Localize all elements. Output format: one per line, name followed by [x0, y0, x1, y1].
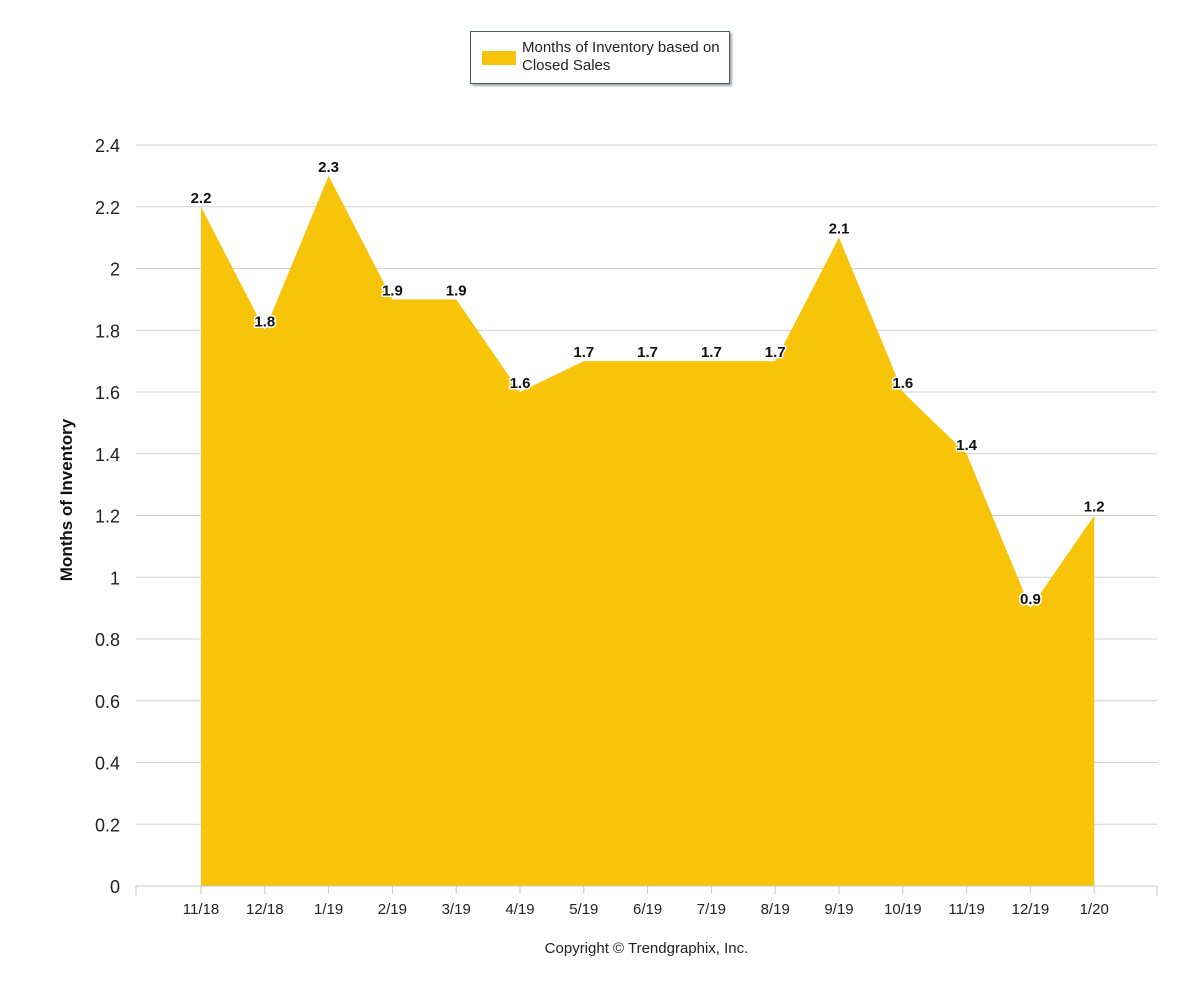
- data-label: 1.7: [765, 344, 786, 361]
- area-series-fill: [201, 175, 1095, 886]
- x-tick-label: 8/19: [761, 901, 790, 918]
- x-tick-label: 3/19: [442, 901, 471, 918]
- y-tick-label: 1.2: [95, 507, 120, 527]
- data-label: 2.1: [829, 221, 850, 238]
- y-tick-label: 0.4: [95, 754, 120, 774]
- x-tick-label: 12/19: [1012, 901, 1050, 918]
- x-tick-label: 2/19: [378, 901, 407, 918]
- y-tick-label: 2: [110, 260, 120, 280]
- x-tick-label: 7/19: [697, 901, 726, 918]
- x-tick-label: 6/19: [633, 901, 662, 918]
- x-axis: [135, 885, 1158, 896]
- legend-label: Months of Inventory based on Closed Sale…: [522, 39, 720, 74]
- data-label: 1.8: [254, 313, 275, 330]
- y-tick-label: 0.8: [95, 630, 120, 650]
- data-label: 1.4: [956, 437, 978, 454]
- data-label: 1.6: [510, 375, 531, 392]
- y-tick-label: 1: [110, 568, 120, 588]
- x-tick-label: 4/19: [505, 901, 534, 918]
- data-label: 1.9: [446, 282, 467, 299]
- copyright-text: Copyright © Trendgraphix, Inc.: [544, 940, 749, 957]
- data-label: 2.2: [191, 190, 212, 207]
- y-tick-label: 0: [110, 877, 120, 897]
- y-tick-label: 0.6: [95, 692, 120, 712]
- y-axis-title: Months of Inventory: [57, 418, 76, 582]
- y-tick-label: 1.4: [95, 445, 120, 465]
- y-tick-label: 2.4: [95, 136, 120, 156]
- data-label: 1.7: [573, 344, 594, 361]
- legend-swatch: [482, 51, 516, 65]
- data-labels: 2.2 1.8 2.3 1.9 1.9 1.6 1.7 1.7 1.7 1.7 2.1 1.6 1.4 0…: [189, 157, 1106, 609]
- legend: Months of Inventory based on Closed Sale…: [470, 31, 730, 84]
- x-tick-label: 9/19: [824, 901, 853, 918]
- data-label: 1.7: [637, 344, 658, 361]
- y-tick-label: 0.2: [95, 815, 120, 835]
- data-label: 1.2: [1084, 499, 1105, 516]
- x-tick-label: 1/20: [1080, 901, 1109, 918]
- y-tick-label: 1.8: [95, 321, 120, 341]
- data-label: 0.9: [1020, 591, 1041, 608]
- data-label: 1.7: [701, 344, 722, 361]
- y-axis-tick-labels: 0 0.2 0.4 0.6 0.8 1 1.2 1.4 1.6 1.8 2 2.2 2.4: [95, 136, 120, 897]
- data-label: 1.9: [382, 282, 403, 299]
- x-tick-label: 12/18: [246, 901, 284, 918]
- data-label: 2.3: [318, 159, 339, 176]
- y-tick-label: 2.2: [95, 198, 120, 218]
- series-area: [201, 175, 1095, 886]
- x-tick-label: 11/19: [948, 901, 984, 918]
- x-axis-tick-labels: 11/18 12/18 1/19 2/19 3/19 4/19 5/19 6/19 7/19 8/…: [183, 901, 1109, 918]
- x-tick-label: 1/19: [314, 901, 343, 918]
- x-tick-label: 5/19: [569, 901, 598, 918]
- data-label: 1.6: [892, 375, 913, 392]
- x-tick-label: 11/18: [183, 901, 219, 918]
- x-tick-label: 10/19: [884, 901, 922, 918]
- y-tick-label: 1.6: [95, 383, 120, 403]
